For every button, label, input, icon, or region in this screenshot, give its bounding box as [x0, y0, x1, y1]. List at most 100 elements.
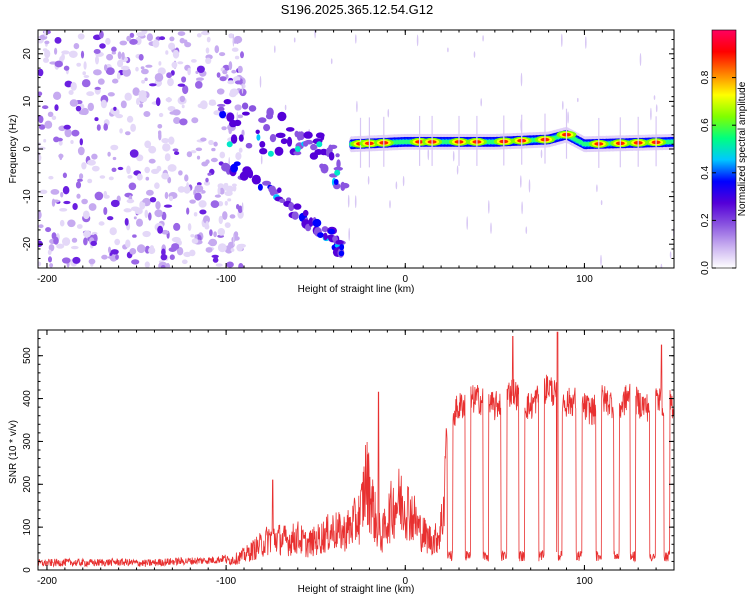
noise-blob: [48, 256, 52, 263]
noise-blob: [149, 197, 157, 203]
noise-blob: [189, 249, 196, 257]
noise-blob: [177, 61, 184, 65]
upper-branch-blob: [298, 131, 305, 141]
noise-blob: [238, 263, 244, 268]
noise-streak: [354, 195, 357, 209]
noise-blob: [218, 215, 223, 225]
noise-blob: [236, 244, 243, 252]
lower-branch-blob: [257, 183, 263, 191]
noise-blob: [145, 176, 150, 181]
noise-blob: [217, 103, 226, 107]
noise-blob: [64, 80, 73, 88]
noise-blob: [157, 225, 164, 234]
y-tick-label: 20: [22, 48, 33, 60]
noise-blob: [193, 212, 198, 217]
noise-blob: [78, 110, 88, 115]
noise-blob: [63, 124, 71, 130]
noise-blob: [61, 50, 70, 55]
noise-blob: [167, 106, 176, 112]
noise-blob: [179, 37, 185, 44]
noise-blob: [148, 145, 157, 154]
noise-blob: [205, 247, 213, 253]
noise-blob: [223, 184, 230, 191]
noise-blob: [234, 80, 243, 85]
y-tick-label: -10: [22, 189, 33, 204]
upper-branch-blob: [258, 117, 267, 123]
noise-blob: [101, 254, 108, 260]
noise-blob: [187, 67, 191, 76]
noise-streak: [669, 251, 672, 259]
lower-branch-blob: [230, 163, 239, 173]
noise-blob: [105, 67, 115, 75]
noise-blob: [94, 117, 99, 122]
noise-blob: [219, 76, 227, 82]
noise-blob: [146, 189, 154, 196]
noise-blob: [103, 123, 108, 131]
noise-blob: [237, 114, 244, 119]
noise-blob: [59, 153, 63, 161]
noise-blob: [38, 224, 44, 229]
noise-blob: [231, 47, 239, 52]
colorbar-tick-label: 0.4: [700, 165, 711, 179]
upper-branch-blob: [245, 142, 253, 149]
noise-blob: [186, 151, 193, 158]
noise-streak: [416, 34, 419, 47]
noise-blob: [111, 167, 117, 172]
noise-blob: [214, 45, 220, 54]
noise-blob: [205, 57, 212, 64]
noise-blob: [177, 31, 186, 36]
x-tick-label: 0: [402, 274, 408, 285]
noise-blob: [38, 154, 42, 162]
noise-blob: [216, 88, 225, 95]
upper-branch-blob: [256, 134, 261, 141]
noise-blob: [224, 222, 231, 229]
noise-blob: [229, 88, 239, 96]
noise-blob: [129, 149, 139, 158]
noise-blob: [179, 95, 186, 103]
colorbar-tick-label: 0.2: [700, 213, 711, 227]
noise-blob: [165, 263, 171, 268]
noise-blob: [56, 243, 65, 249]
noise-blob: [42, 105, 49, 110]
lower-branch-blob: [328, 228, 335, 235]
noise-blob: [100, 99, 107, 109]
upper-branch-blob: [333, 179, 339, 185]
noise-streak: [293, 37, 296, 43]
noise-blob: [54, 60, 63, 68]
noise-blob: [83, 237, 88, 246]
noise-blob: [162, 143, 171, 152]
noise-blob: [130, 123, 137, 132]
noise-blob: [71, 245, 79, 250]
y-tick-label: -20: [22, 237, 33, 252]
noise-streak: [473, 51, 476, 58]
y-tick-label: 200: [22, 476, 33, 493]
noise-blob: [62, 172, 67, 179]
noise-blob: [126, 165, 131, 175]
noise-blob: [75, 181, 82, 189]
noise-streak: [284, 104, 287, 111]
noise-streak: [389, 200, 391, 209]
lower-branch-blob: [291, 211, 299, 220]
noise-blob: [97, 78, 105, 85]
noise-blob: [108, 176, 114, 181]
noise-blob: [144, 166, 150, 174]
noise-streak: [525, 226, 528, 234]
noise-blob: [67, 219, 76, 228]
upper-branch-blob: [242, 111, 250, 116]
y-tick-label: 500: [22, 347, 33, 364]
noise-blob: [171, 61, 178, 69]
noise-blob: [224, 245, 233, 254]
noise-blob: [229, 214, 236, 219]
noise-blob: [186, 207, 190, 215]
noise-blob: [58, 140, 63, 146]
noise-blob: [126, 115, 134, 123]
snr-x-axis: -200 -100 0 100: [37, 330, 675, 587]
noise-streak: [540, 149, 543, 159]
noise-blob: [125, 239, 131, 248]
noise-blob: [105, 37, 111, 45]
noise-streak: [260, 155, 263, 165]
y-tick-label: 0: [22, 567, 33, 573]
noise-blob: [141, 68, 149, 75]
noise-blob: [174, 151, 180, 156]
noise-blob: [93, 49, 101, 54]
